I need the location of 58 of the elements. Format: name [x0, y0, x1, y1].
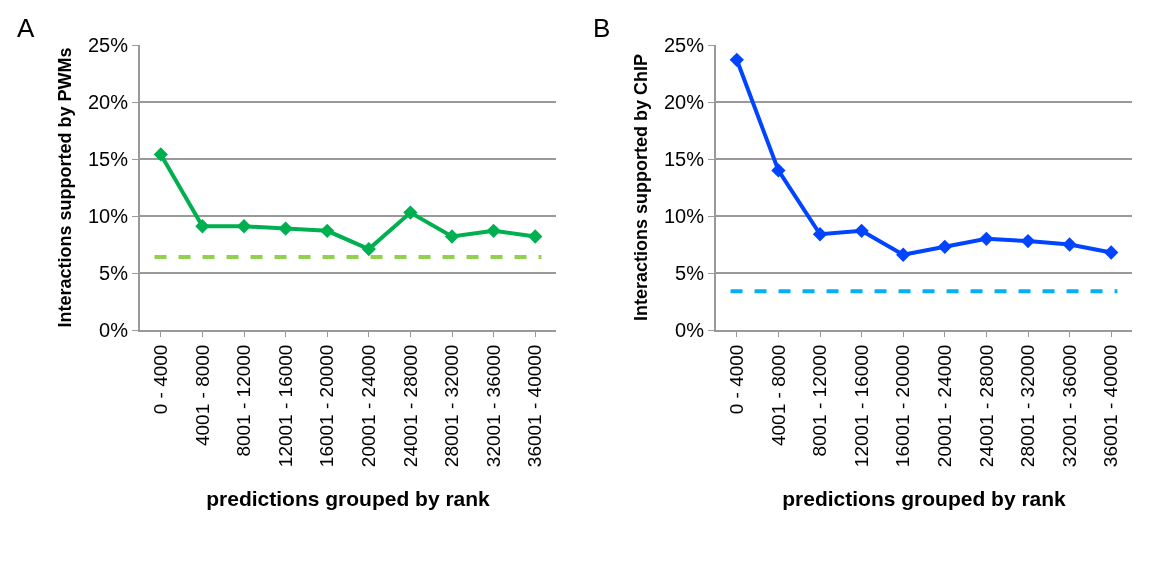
- point: [729, 52, 744, 67]
- point: [278, 221, 293, 236]
- y-tick-label: 15%: [663, 148, 705, 170]
- point: [195, 219, 210, 234]
- x-tick-label: 4001 - 8000: [767, 344, 789, 447]
- x-tick-label: 24001 - 28000: [975, 344, 997, 468]
- point: [444, 229, 460, 244]
- x-tick-label: 0 - 4000: [149, 344, 171, 415]
- y-tick-label: 25%: [87, 34, 129, 56]
- y-tick-label: 5%: [675, 262, 705, 284]
- point: [1104, 245, 1119, 260]
- y-axis-title: Interactions supported by PWMs: [54, 47, 75, 328]
- text: B: [593, 13, 611, 43]
- point: [361, 241, 376, 257]
- y-axis-title: Interactions supported by ChIP: [630, 53, 651, 322]
- x-tick-label: 16001 - 20000: [892, 344, 914, 468]
- y-tick-label: 20%: [87, 91, 129, 113]
- point: [979, 231, 994, 246]
- x-tick-label: 16001 - 20000: [316, 344, 338, 468]
- x-tick-label: 36001 - 40000: [1100, 344, 1122, 468]
- y-tick-label: 5%: [99, 262, 129, 284]
- x-tick-label: 36001 - 40000: [524, 344, 546, 468]
- text: A: [17, 13, 35, 43]
- y-tick-label: 0%: [675, 319, 705, 341]
- point: [236, 219, 252, 234]
- x-tick-label: 8001 - 12000: [809, 344, 831, 457]
- point: [1020, 233, 1036, 249]
- point: [1062, 237, 1077, 252]
- x-tick-label: 20001 - 24000: [933, 344, 955, 468]
- point: [486, 223, 501, 238]
- x-tick-label: 32001 - 36000: [1058, 344, 1080, 468]
- point: [771, 163, 786, 178]
- x-tick-label: 8001 - 12000: [233, 344, 255, 457]
- point: [896, 247, 911, 262]
- point: [153, 147, 168, 162]
- x-tick-label: 12001 - 16000: [274, 344, 296, 468]
- x-axis-title: predictions grouped by rank: [206, 486, 491, 510]
- point: [937, 239, 952, 254]
- x-tick-label: 4001 - 8000: [191, 344, 213, 447]
- x-tick-label: 20001 - 24000: [357, 344, 379, 468]
- point: [812, 227, 828, 242]
- y-tick-label: 10%: [87, 205, 129, 227]
- x-tick-label: 28001 - 32000: [441, 344, 463, 468]
- point: [854, 223, 869, 238]
- point: [403, 205, 418, 220]
- point: [528, 229, 543, 244]
- point: [320, 223, 335, 238]
- x-tick-label: 32001 - 36000: [482, 344, 504, 468]
- x-tick-label: 12001 - 16000: [850, 344, 872, 468]
- y-tick-label: 25%: [663, 34, 705, 56]
- x-axis-title: predictions grouped by rank: [782, 486, 1067, 510]
- y-tick-label: 10%: [663, 205, 705, 227]
- y-tick-label: 0%: [99, 319, 129, 341]
- y-tick-label: 20%: [663, 91, 705, 113]
- y-tick-label: 15%: [87, 148, 129, 170]
- x-tick-label: 24001 - 28000: [399, 344, 421, 468]
- x-tick-label: 28001 - 32000: [1017, 344, 1039, 468]
- x-tick-label: 0 - 4000: [725, 344, 747, 415]
